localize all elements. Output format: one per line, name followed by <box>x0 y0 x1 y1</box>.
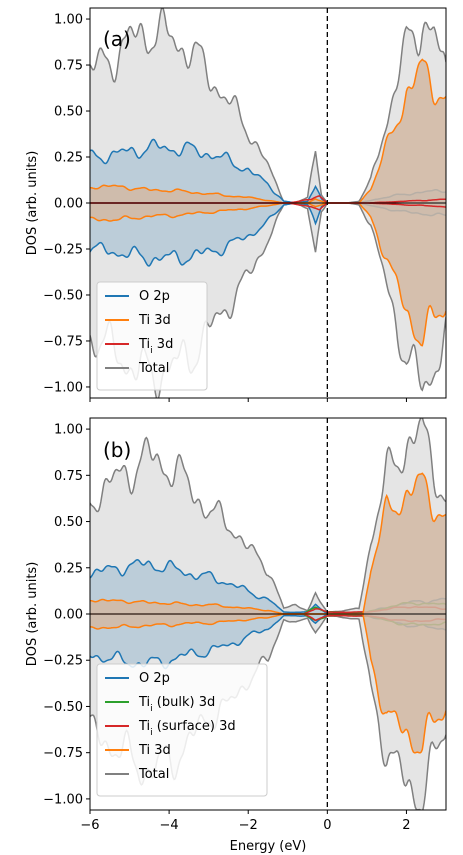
legend-box <box>96 281 208 391</box>
series-line-lower-ti-3d <box>90 613 446 754</box>
legend-entry: Ti 3d <box>138 743 171 758</box>
y-tick-label: 0.25 <box>54 151 83 166</box>
y-tick-label: −0.25 <box>43 242 83 257</box>
y-axis-label-a: DOS (arb. units) <box>25 151 40 256</box>
y-tick-label: 1.00 <box>54 13 83 28</box>
panel-b: −1.00 −0.75 −0.50 −0.25 0.00 0.25 0.50 0.75 1.00… <box>25 417 447 854</box>
axis-ticks-a: −1.00 −0.75 −0.50 −0.25 0.00 0.25 0.50 0.75 1.00 <box>43 13 407 402</box>
y-tick-label: 0.50 <box>54 105 83 120</box>
x-tick-label: −6 <box>80 818 99 833</box>
legend-entry: O 2p <box>139 671 170 686</box>
y-tick-label: −1.00 <box>43 380 83 395</box>
y-tick-label: −1.00 <box>43 792 83 807</box>
y-tick-label: −0.25 <box>43 654 83 669</box>
y-tick-label: 1.00 <box>54 423 83 438</box>
x-tick-label: 2 <box>402 818 410 833</box>
y-tick-label: −0.75 <box>43 334 83 349</box>
y-tick-label: −0.75 <box>43 746 83 761</box>
series-line-upper-ti-3d <box>90 472 446 615</box>
series-line-upper-total <box>90 8 446 204</box>
legend-entry: Tii (bulk) 3d <box>138 695 215 714</box>
legend-entry: O 2p <box>139 289 170 304</box>
y-tick-label: 0.50 <box>54 515 83 530</box>
y-tick-label: 0.00 <box>54 608 83 623</box>
y-tick-label: 0.00 <box>54 197 83 212</box>
y-tick-label: −0.50 <box>43 700 83 715</box>
y-tick-label: 0.75 <box>54 469 83 484</box>
series-line-upper-total <box>90 418 446 613</box>
panel-a: −1.00 −0.75 −0.50 −0.25 0.00 0.25 0.50 0.75 1.00… <box>25 7 447 402</box>
y-tick-label: 0.75 <box>54 59 83 74</box>
x-tick-label: 0 <box>323 818 331 833</box>
panel-label-b: (b) <box>103 438 131 462</box>
legend-entry: Total <box>138 767 169 782</box>
y-tick-label: −0.50 <box>43 288 83 303</box>
legend-a: O 2p Ti 3d Tii 3d Total <box>96 281 208 391</box>
y-tick-label: 0.25 <box>54 561 83 576</box>
x-tick-label: −2 <box>239 818 258 833</box>
y-axis-label-b: DOS (arb. units) <box>25 562 40 667</box>
series-line-lower-ti-3d <box>90 202 446 347</box>
legend-box <box>96 663 268 797</box>
series-line-upper-ti-3d <box>90 58 446 204</box>
legend-entry: Total <box>138 361 169 376</box>
legend-entry: Tii (surface) 3d <box>138 719 236 738</box>
legend-entry: Tii 3d <box>138 337 173 356</box>
series-fill-ti-3d <box>90 473 446 753</box>
legend-b: O 2p Tii (bulk) 3d Tii (surface) 3d Ti 3d To… <box>96 663 268 797</box>
x-tick-label: −4 <box>160 818 179 833</box>
x-axis-label: Energy (eV) <box>230 839 307 854</box>
legend-entry: Ti 3d <box>138 313 171 328</box>
panel-label-a: (a) <box>103 27 131 51</box>
axis-ticks-b: −1.00 −0.75 −0.50 −0.25 0.00 0.25 0.50 0.75 1.00… <box>43 423 410 833</box>
